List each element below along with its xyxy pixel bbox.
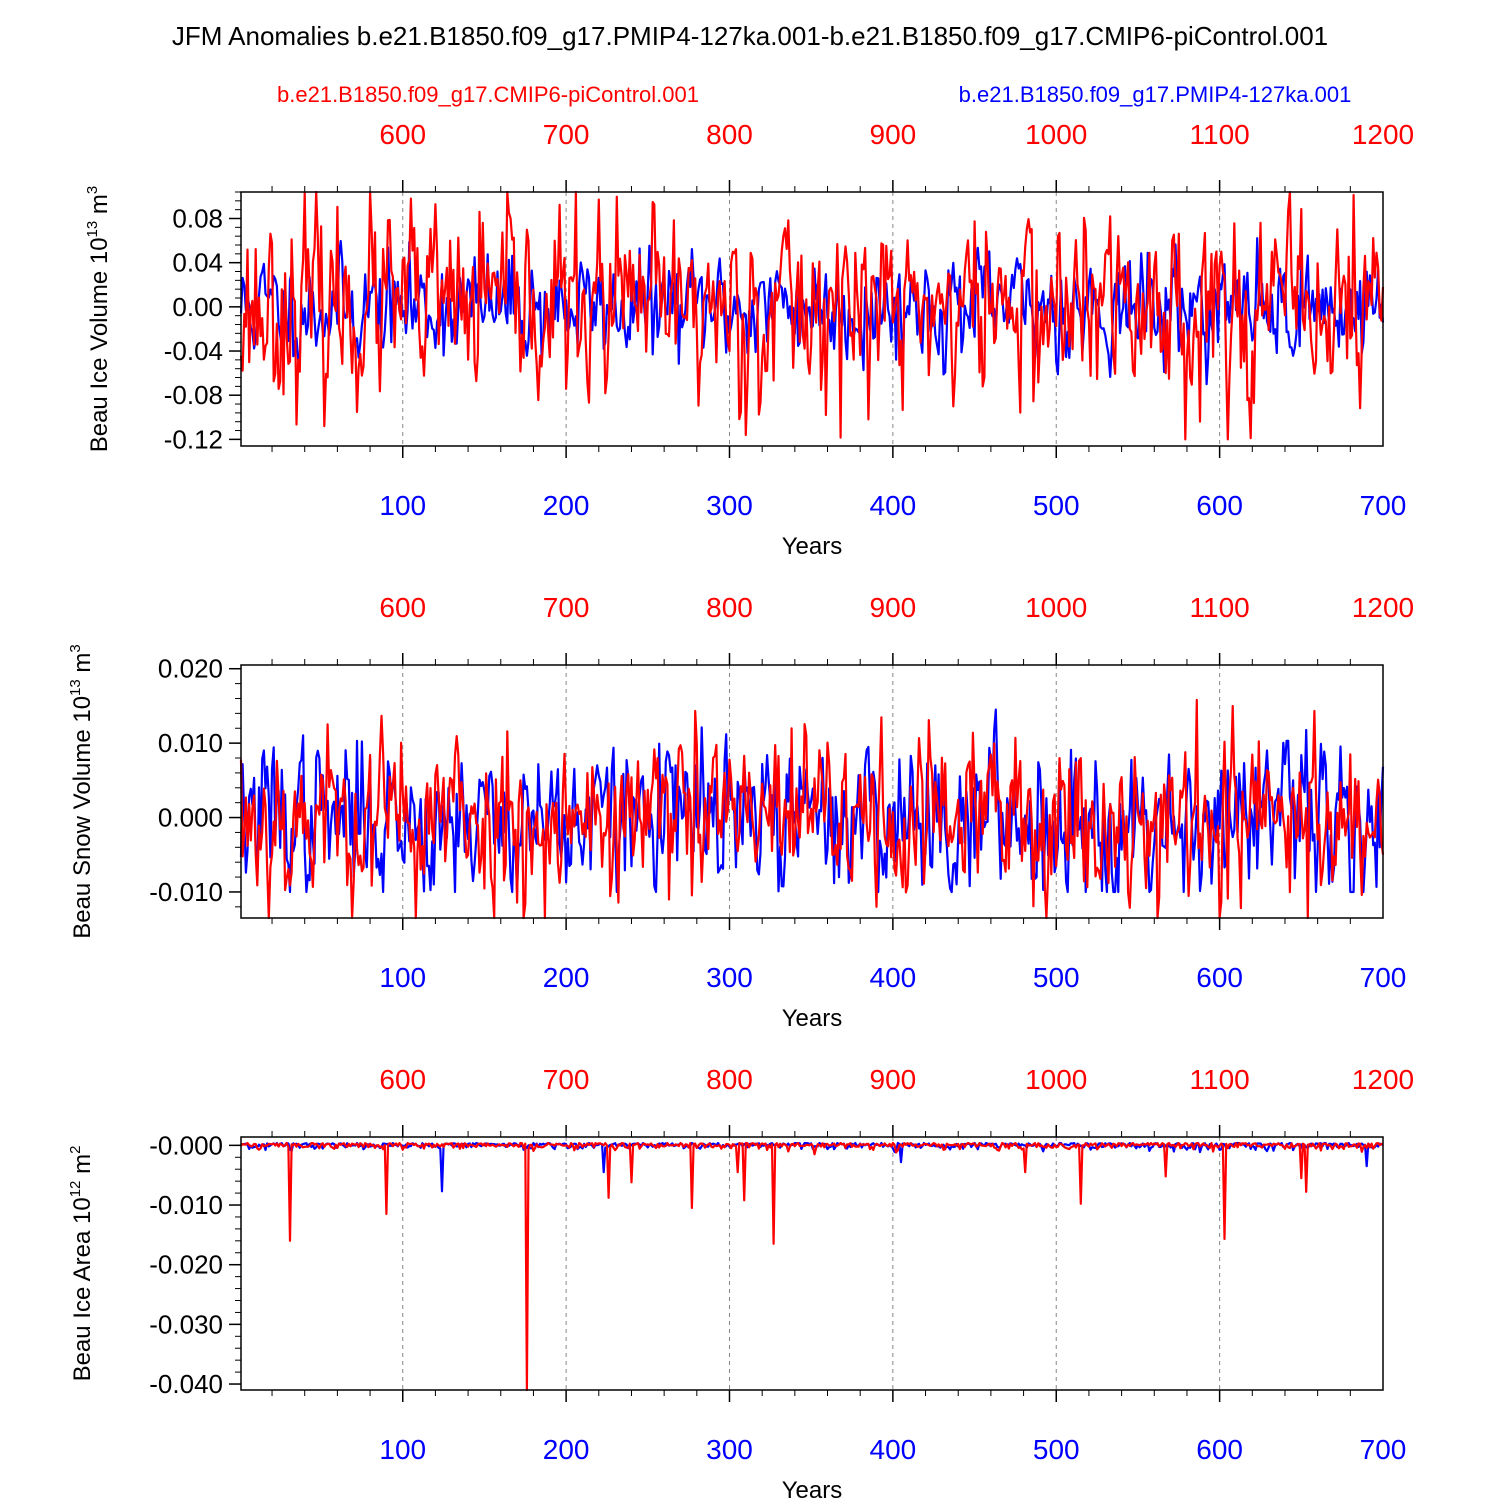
x-bottom-tick-label: 700 [1360,1434,1407,1465]
y-axis-label-exponent: 13 [84,221,101,238]
legend-blue-label: b.e21.B1850.f09_g17.PMIP4-127ka.001 [959,82,1352,107]
y-tick-label: 0.020 [158,654,223,684]
plot-frame [240,191,1384,447]
x-bottom-tick-label: 200 [543,962,590,993]
plot-frame [240,664,1384,919]
figure-title: JFM Anomalies b.e21.B1850.f09_g17.PMIP4-… [172,21,1328,51]
x-bottom-tick-label: 700 [1360,962,1407,993]
x-bottom-tick-label: 300 [706,1434,753,1465]
x-top-tick-label: 900 [870,592,917,623]
y-tick-label: 0.00 [172,292,223,322]
y-tick-label: -0.010 [149,1190,223,1220]
y-tick-label: 0.010 [158,728,223,758]
x-top-tick-label: 700 [543,1064,590,1095]
x-top-tick-label: 600 [379,1064,426,1095]
y-axis-label-unit: m [69,653,96,680]
x-bottom-tick-label: 100 [379,1434,426,1465]
x-top-tick-label: 1000 [1025,1064,1087,1095]
x-bottom-tick-label: 300 [706,962,753,993]
x-top-tick-label: 1100 [1190,119,1250,150]
panel-1: 0.08 0.04 0.00 -0.04 -0.08 -0.12 100 200 300 400 5… [84,119,1414,560]
series-line-blue [240,1141,1384,1193]
legend-red-label: b.e21.B1850.f09_g17.CMIP6-piControl.001 [277,82,699,107]
series-line-red [240,1141,1384,1392]
x-bottom-tick-label: 200 [543,490,590,521]
x-top-tick-label: 600 [379,119,426,150]
x-bottom-tick-label: 500 [1033,490,1080,521]
y-tick-label: -0.000 [149,1130,223,1160]
x-axis-label: Years [782,533,843,560]
y-axis-label-unit-exponent: 3 [84,186,101,194]
y-axis-label-text: Beau Ice Volume 10 [86,237,113,452]
x-bottom-tick-label: 500 [1033,1434,1080,1465]
x-bottom-tick-label: 300 [706,490,753,521]
series-line-red [239,190,1385,441]
y-tick-label: -0.020 [149,1250,223,1280]
x-axis-label: Years [782,1005,843,1032]
x-top-tick-label: 700 [543,119,590,150]
y-axis-label-text: Beau Snow Volume 10 [69,696,96,939]
x-bottom-tick-label: 500 [1033,962,1080,993]
y-axis-label-unit-exponent: 2 [67,1146,84,1154]
y-axis-label: Beau Ice Area 1012 m2 [67,1146,96,1382]
y-axis-label: Beau Snow Volume 1013 m3 [67,644,96,939]
x-top-tick-label: 1200 [1352,592,1414,623]
x-top-tick-label: 600 [379,592,426,623]
x-bottom-tick-label: 200 [543,1434,590,1465]
y-tick-label: -0.08 [164,380,223,410]
x-top-tick-label: 900 [870,1064,917,1095]
y-axis-label-unit: m [69,1154,96,1181]
x-top-tick-label: 800 [706,119,753,150]
x-top-tick-label: 900 [870,119,917,150]
y-axis-label: Beau Ice Volume 1013 m3 [84,186,113,453]
y-axis-label-unit-exponent: 3 [67,644,84,652]
x-top-tick-label: 800 [706,1064,753,1095]
panel-3: -0.000 -0.010 -0.020 -0.030 -0.040 100 200 300 4… [67,1064,1414,1500]
y-axis-label-text: Beau Ice Area 10 [69,1197,96,1381]
y-axis-label-exponent: 12 [67,1181,84,1198]
y-tick-label: -0.12 [164,424,223,454]
x-top-tick-label: 1100 [1190,592,1250,623]
x-bottom-tick-label: 400 [870,490,917,521]
series-line-red [239,698,1385,920]
y-axis-label-exponent: 13 [67,679,84,696]
y-tick-label: -0.04 [164,336,223,366]
y-tick-label: 0.04 [172,248,223,278]
x-bottom-tick-label: 400 [870,962,917,993]
x-bottom-tick-label: 600 [1196,490,1243,521]
x-top-tick-label: 1200 [1352,119,1414,150]
x-bottom-tick-label: 600 [1196,1434,1243,1465]
y-tick-label: -0.010 [149,877,223,907]
y-tick-label: -0.040 [149,1369,223,1399]
y-axis-label-unit: m [86,194,113,221]
y-tick-label: -0.030 [149,1309,223,1339]
y-tick-label: 0.08 [172,204,223,234]
x-bottom-tick-label: 600 [1196,962,1243,993]
plot-frame [240,1136,1384,1391]
series-line-blue [239,708,1385,894]
y-tick-label: 0.000 [158,803,223,833]
x-axis-label: Years [782,1477,843,1500]
x-bottom-tick-label: 700 [1360,490,1407,521]
x-top-tick-label: 700 [543,592,590,623]
x-top-tick-label: 1000 [1025,592,1087,623]
x-top-tick-label: 1200 [1352,1064,1414,1095]
x-top-tick-label: 1100 [1190,1064,1250,1095]
x-bottom-tick-label: 400 [870,1434,917,1465]
panel-2: 0.020 0.010 0.000 -0.010 100 200 300 400 500 600 7… [67,592,1414,1032]
x-bottom-tick-label: 100 [379,962,426,993]
x-top-tick-label: 800 [706,592,753,623]
x-bottom-tick-label: 100 [379,490,426,521]
x-top-tick-label: 1000 [1025,119,1087,150]
